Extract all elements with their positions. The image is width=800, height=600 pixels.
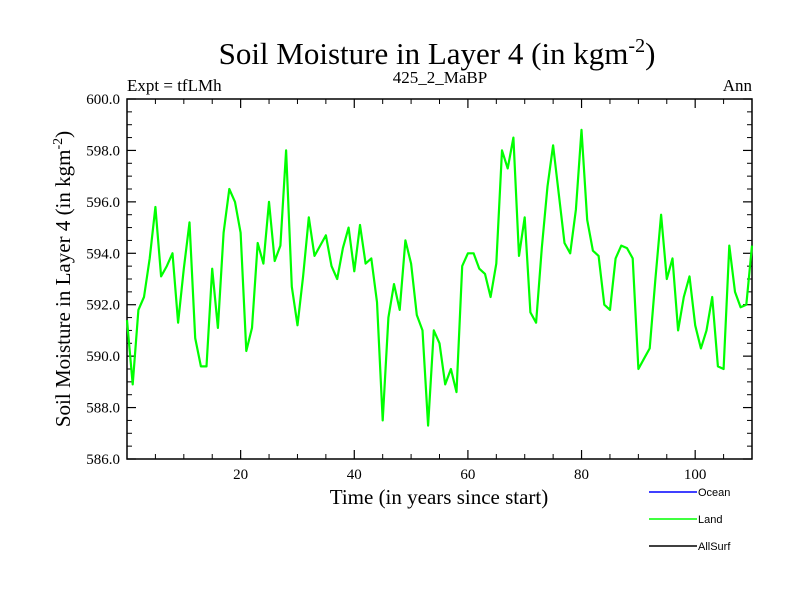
y-tick-label: 588.0 bbox=[86, 401, 120, 417]
y-tick-label: 598.0 bbox=[86, 143, 120, 159]
subtitle-center: 425_2_MaBP bbox=[393, 68, 487, 87]
x-axis-label: Time (in years since start) bbox=[330, 485, 549, 509]
chart-title: Soil Moisture in Layer 4 (in kgm-2) bbox=[219, 35, 656, 71]
y-tick-label: 596.0 bbox=[86, 195, 120, 211]
y-tick-label: 600.0 bbox=[86, 92, 120, 108]
x-tick-label: 80 bbox=[574, 467, 589, 483]
legend-label-land: Land bbox=[698, 514, 722, 526]
legend: Ocean Land AllSurf bbox=[649, 487, 731, 553]
chart-title-sup: -2 bbox=[628, 35, 645, 57]
y-axis-label-main: Soil Moisture in Layer 4 (in kgm bbox=[51, 150, 75, 428]
subtitle-left: Expt = tfLMh bbox=[127, 76, 222, 95]
y-tick-label: 594.0 bbox=[86, 246, 120, 262]
y-axis-label-sup: -2 bbox=[51, 138, 66, 150]
series-line-land bbox=[125, 128, 754, 427]
y-axis-ticks: 586.0 588.0 590.0 592.0 594.0 596.0 598.0 600.0 bbox=[86, 92, 752, 468]
x-axis-ticks: 20 40 60 80 100 bbox=[154, 99, 725, 483]
y-axis-label: Soil Moisture in Layer 4 (in kgm-2) bbox=[51, 131, 75, 427]
chart-title-main: Soil Moisture in Layer 4 (in kgm bbox=[219, 36, 629, 71]
x-tick-label: 20 bbox=[233, 467, 248, 483]
y-axis-label-close: ) bbox=[51, 131, 75, 138]
y-tick-label: 586.0 bbox=[86, 452, 120, 468]
x-tick-label: 60 bbox=[460, 467, 475, 483]
x-tick-label: 100 bbox=[684, 467, 707, 483]
y-tick-label: 592.0 bbox=[86, 298, 120, 314]
chart-title-close: ) bbox=[645, 36, 655, 71]
subtitle-right: Ann bbox=[723, 76, 753, 95]
x-tick-label: 40 bbox=[347, 467, 362, 483]
legend-label-allsurf: AllSurf bbox=[698, 541, 731, 553]
y-tick-label: 590.0 bbox=[86, 349, 120, 365]
legend-label-ocean: Ocean bbox=[698, 487, 730, 499]
